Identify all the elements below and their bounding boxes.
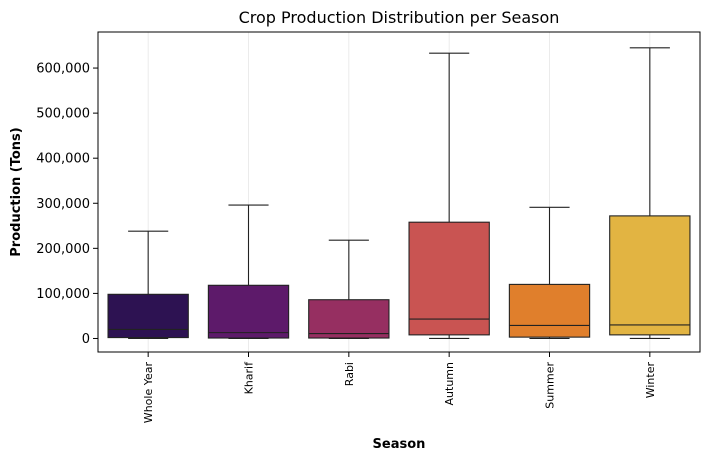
y-tick-label: 0 bbox=[82, 332, 90, 347]
iqr-box bbox=[207, 284, 290, 339]
x-tick-label: Winter bbox=[644, 362, 657, 399]
iqr-box bbox=[609, 215, 691, 336]
x-tick-label: Summer bbox=[544, 362, 557, 409]
iqr-box bbox=[408, 221, 490, 336]
plot-frame bbox=[97, 31, 701, 353]
x-tick-label: Autumn bbox=[443, 362, 456, 405]
box-summer bbox=[508, 206, 591, 340]
y-tick-label: 200,000 bbox=[36, 242, 90, 257]
iqr-box bbox=[508, 283, 591, 338]
y-tick-label: 400,000 bbox=[36, 152, 90, 167]
iqr-box bbox=[107, 293, 189, 339]
iqr-box bbox=[308, 299, 390, 339]
box-rabi bbox=[308, 239, 390, 340]
y-tick-label: 100,000 bbox=[36, 287, 90, 302]
x-tick-label: Rabi bbox=[343, 362, 356, 386]
boxes bbox=[107, 47, 691, 340]
x-tick-label: Kharif bbox=[243, 361, 256, 395]
box-kharif bbox=[207, 204, 290, 340]
y-tick-label: 500,000 bbox=[36, 107, 90, 122]
x-tick-label: Whole Year bbox=[142, 362, 155, 424]
y-tick-label: 600,000 bbox=[36, 62, 90, 77]
box-whole-year bbox=[107, 230, 189, 340]
x-axis-label: Season bbox=[373, 437, 426, 452]
box-autumn bbox=[408, 52, 490, 340]
y-axis-label: Production (Tons) bbox=[9, 127, 24, 256]
box-winter bbox=[609, 47, 691, 340]
y-axis: 0 100,000 200,000 300,000 400,000 500,000 600,… bbox=[36, 62, 98, 347]
chart-title: Crop Production Distribution per Season bbox=[239, 8, 560, 27]
y-tick-label: 300,000 bbox=[36, 197, 90, 212]
x-axis: Whole Year Kharif Rabi Autumn Summer Winter bbox=[142, 352, 657, 423]
